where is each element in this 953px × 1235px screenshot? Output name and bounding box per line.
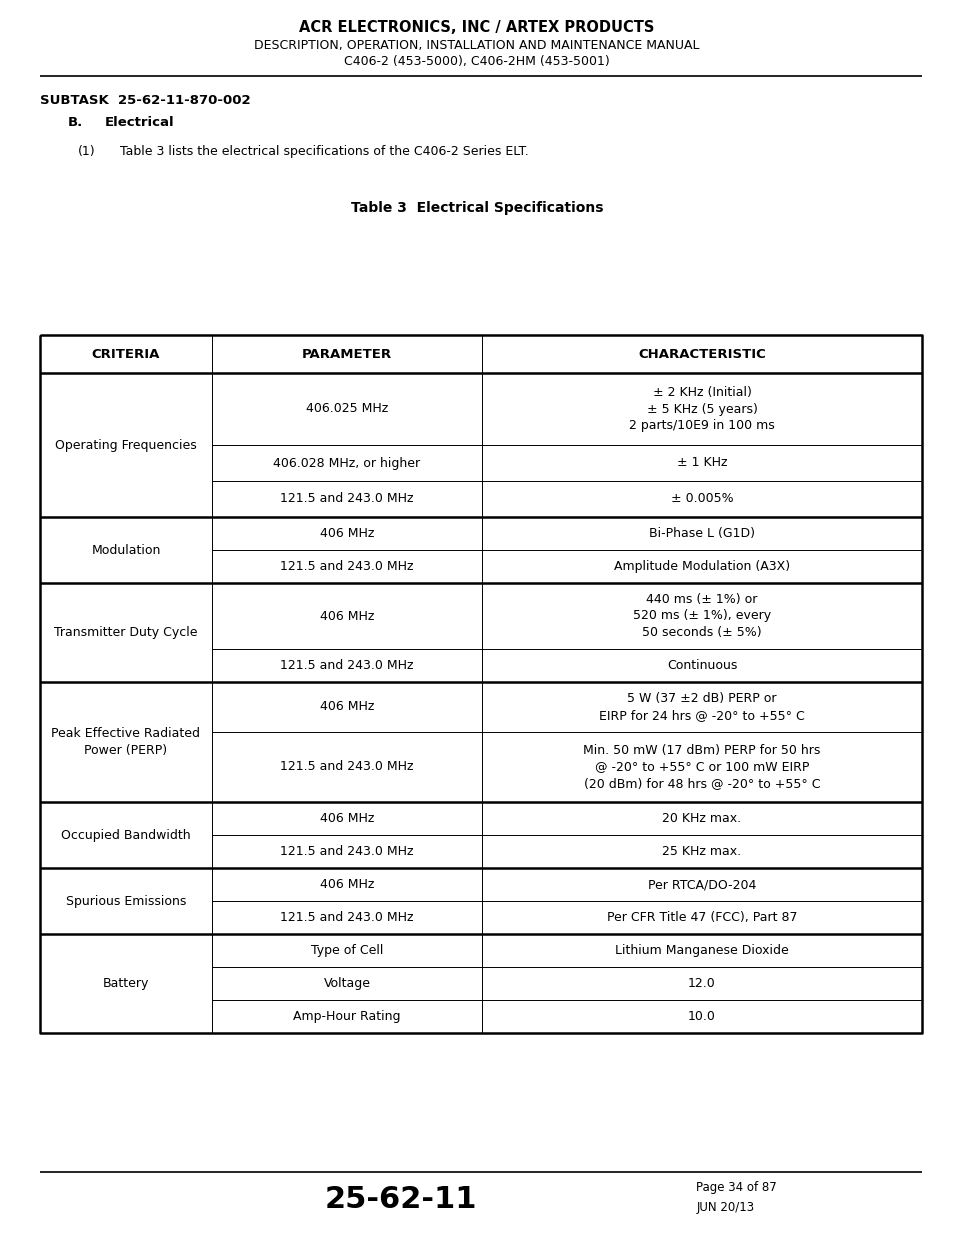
Text: Battery: Battery [103, 977, 149, 990]
Text: 406 MHz: 406 MHz [319, 811, 374, 825]
Text: Amp-Hour Rating: Amp-Hour Rating [293, 1010, 400, 1023]
Text: 406.028 MHz, or higher: 406.028 MHz, or higher [274, 457, 420, 469]
Text: B.: B. [68, 116, 83, 128]
Text: 406 MHz: 406 MHz [319, 700, 374, 714]
Text: Per RTCA/DO-204: Per RTCA/DO-204 [647, 878, 756, 890]
Text: 121.5 and 243.0 MHz: 121.5 and 243.0 MHz [280, 659, 414, 672]
Text: Per CFR Title 47 (FCC), Part 87: Per CFR Title 47 (FCC), Part 87 [606, 911, 797, 924]
Text: Spurious Emissions: Spurious Emissions [66, 894, 186, 908]
Text: Bi-Phase L (G1D): Bi-Phase L (G1D) [648, 527, 754, 540]
Text: ACR ELECTRONICS, INC / ARTEX PRODUCTS: ACR ELECTRONICS, INC / ARTEX PRODUCTS [299, 21, 654, 36]
Text: 20 KHz max.: 20 KHz max. [661, 811, 740, 825]
Text: 5 W (37 ±2 dB) PERP or
EIRP for 24 hrs @ -20° to +55° C: 5 W (37 ±2 dB) PERP or EIRP for 24 hrs @… [598, 693, 804, 721]
Text: 10.0: 10.0 [687, 1010, 715, 1023]
Text: Peak Effective Radiated
Power (PERP): Peak Effective Radiated Power (PERP) [51, 727, 200, 757]
Text: CRITERIA: CRITERIA [91, 347, 160, 361]
Text: 25-62-11: 25-62-11 [324, 1186, 476, 1214]
Text: 121.5 and 243.0 MHz: 121.5 and 243.0 MHz [280, 761, 414, 773]
Text: (1): (1) [78, 146, 95, 158]
Text: Continuous: Continuous [666, 659, 737, 672]
Text: PARAMETER: PARAMETER [301, 347, 392, 361]
Text: Voltage: Voltage [323, 977, 370, 990]
Text: 406 MHz: 406 MHz [319, 878, 374, 890]
Text: JUN 20/13: JUN 20/13 [696, 1202, 754, 1214]
Text: 121.5 and 243.0 MHz: 121.5 and 243.0 MHz [280, 911, 414, 924]
Text: Type of Cell: Type of Cell [311, 944, 383, 957]
Text: SUBTASK  25-62-11-870-002: SUBTASK 25-62-11-870-002 [40, 94, 251, 106]
Text: C406-2 (453-5000), C406-2HM (453-5001): C406-2 (453-5000), C406-2HM (453-5001) [344, 56, 609, 68]
Text: Page 34 of 87: Page 34 of 87 [696, 1182, 777, 1194]
Text: Min. 50 mW (17 dBm) PERP for 50 hrs
@ -20° to +55° C or 100 mW EIRP
(20 dBm) for: Min. 50 mW (17 dBm) PERP for 50 hrs @ -2… [582, 743, 820, 790]
Text: ± 0.005%: ± 0.005% [670, 493, 733, 505]
Text: 121.5 and 243.0 MHz: 121.5 and 243.0 MHz [280, 845, 414, 858]
Text: 406 MHz: 406 MHz [319, 610, 374, 622]
Text: ± 2 KHz (Initial)
± 5 KHz (5 years)
2 parts/10E9 in 100 ms: ± 2 KHz (Initial) ± 5 KHz (5 years) 2 pa… [628, 387, 774, 432]
Text: CHARACTERISTIC: CHARACTERISTIC [638, 347, 765, 361]
Text: Occupied Bandwidth: Occupied Bandwidth [61, 829, 191, 841]
Text: Table 3  Electrical Specifications: Table 3 Electrical Specifications [351, 201, 602, 215]
Text: Lithium Manganese Dioxide: Lithium Manganese Dioxide [615, 944, 788, 957]
Text: 12.0: 12.0 [687, 977, 715, 990]
Text: Table 3 lists the electrical specifications of the C406-2 Series ELT.: Table 3 lists the electrical specificati… [120, 146, 528, 158]
Text: Electrical: Electrical [105, 116, 174, 128]
Text: 25 KHz max.: 25 KHz max. [661, 845, 740, 858]
Text: 406.025 MHz: 406.025 MHz [306, 403, 388, 415]
Text: 440 ms (± 1%) or
520 ms (± 1%), every
50 seconds (± 5%): 440 ms (± 1%) or 520 ms (± 1%), every 50… [632, 593, 770, 638]
Text: Operating Frequencies: Operating Frequencies [55, 438, 196, 452]
Text: 406 MHz: 406 MHz [319, 527, 374, 540]
Text: Amplitude Modulation (A3X): Amplitude Modulation (A3X) [614, 559, 789, 573]
Text: DESCRIPTION, OPERATION, INSTALLATION AND MAINTENANCE MANUAL: DESCRIPTION, OPERATION, INSTALLATION AND… [254, 40, 699, 53]
Text: Transmitter Duty Cycle: Transmitter Duty Cycle [54, 626, 197, 638]
Text: Modulation: Modulation [91, 543, 160, 557]
Text: ± 1 KHz: ± 1 KHz [676, 457, 726, 469]
Text: 121.5 and 243.0 MHz: 121.5 and 243.0 MHz [280, 493, 414, 505]
Text: 121.5 and 243.0 MHz: 121.5 and 243.0 MHz [280, 559, 414, 573]
